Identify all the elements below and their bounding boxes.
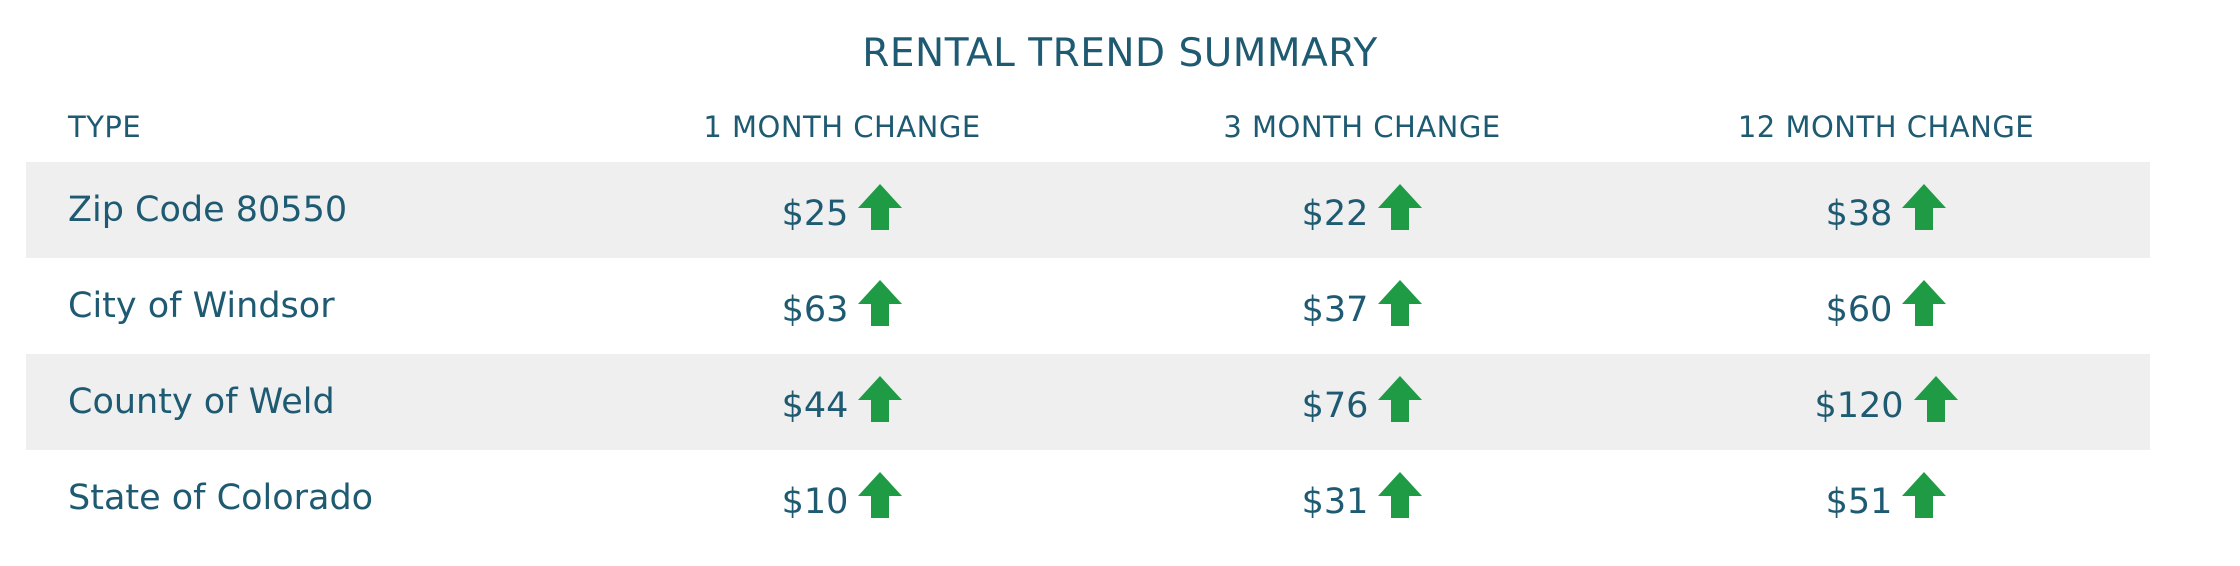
page-title: RENTAL TREND SUMMARY (862, 31, 1378, 76)
cell-1-month: $10 (582, 472, 1102, 522)
cell-3-month: $37 (1102, 280, 1622, 330)
arrow-up-icon (1913, 376, 1958, 422)
change-value: $120 (1814, 386, 1904, 426)
arrow-up-icon (858, 280, 903, 326)
table-row: City of Windsor $63 $37 $60 (26, 258, 2150, 354)
table-header: TYPE 1 MONTH CHANGE 3 MONTH CHANGE 12 MO… (26, 92, 2150, 162)
cell-1-month: $44 (582, 376, 1102, 426)
cell-3-month: $31 (1102, 472, 1622, 522)
cell-12-month: $51 (1622, 472, 2150, 522)
change-value: $44 (781, 386, 849, 426)
arrow-up-icon (858, 376, 903, 422)
change-value: $22 (1301, 194, 1369, 234)
arrow-up-icon (1378, 184, 1423, 230)
header-1-month: 1 MONTH CHANGE (703, 110, 981, 144)
cell-12-month: $120 (1622, 376, 2150, 426)
change-value: $63 (781, 290, 849, 330)
change-value: $76 (1301, 386, 1369, 426)
change-value: $10 (781, 482, 849, 522)
cell-1-month: $63 (582, 280, 1102, 330)
arrow-up-icon (858, 184, 903, 230)
cell-12-month: $60 (1622, 280, 2150, 330)
table-row: Zip Code 80550 $25 $22 $38 (26, 162, 2150, 258)
arrow-up-icon (1378, 280, 1423, 326)
header-type: TYPE (68, 110, 142, 144)
row-type-label: Zip Code 80550 (68, 190, 348, 230)
arrow-up-icon (1902, 472, 1947, 518)
change-value: $37 (1301, 290, 1369, 330)
cell-3-month: $76 (1102, 376, 1622, 426)
change-value: $60 (1825, 290, 1893, 330)
cell-1-month: $25 (582, 184, 1102, 234)
arrow-up-icon (1378, 376, 1423, 422)
arrow-up-icon (858, 472, 903, 518)
table-row: State of Colorado $10 $31 $51 (26, 450, 2150, 546)
row-type-label: County of Weld (68, 382, 335, 422)
header-3-month: 3 MONTH CHANGE (1223, 110, 1501, 144)
change-value: $25 (781, 194, 849, 234)
row-type-label: State of Colorado (68, 478, 374, 518)
arrow-up-icon (1902, 184, 1947, 230)
header-12-month: 12 MONTH CHANGE (1737, 110, 2035, 144)
row-type-label: City of Windsor (68, 286, 335, 326)
cell-12-month: $38 (1622, 184, 2150, 234)
table-row: County of Weld $44 $76 $120 (26, 354, 2150, 450)
cell-3-month: $22 (1102, 184, 1622, 234)
change-value: $51 (1825, 482, 1893, 522)
change-value: $38 (1825, 194, 1893, 234)
change-value: $31 (1301, 482, 1369, 522)
rental-trend-table: TYPE 1 MONTH CHANGE 3 MONTH CHANGE 12 MO… (26, 92, 2150, 546)
arrow-up-icon (1902, 280, 1947, 326)
arrow-up-icon (1378, 472, 1423, 518)
